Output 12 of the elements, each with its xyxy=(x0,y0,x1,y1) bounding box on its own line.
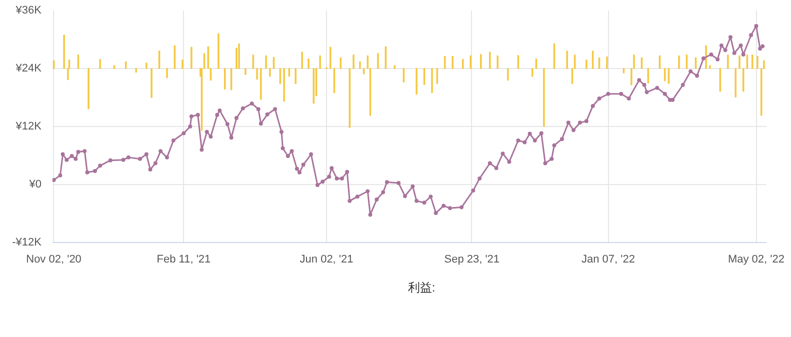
x-tick-label: Jun 02, '21 xyxy=(300,254,354,266)
x-tick-label: Sep 23, '21 xyxy=(444,254,500,266)
y-tick-label: ¥12K xyxy=(14,120,42,132)
x-tick-label: Nov 02, '20 xyxy=(26,254,82,266)
y-tick-label: ¥24K xyxy=(14,62,42,74)
y-tick-label: ¥0 xyxy=(28,178,42,190)
y-tick-label: -¥12K xyxy=(12,236,42,248)
y-tick-label: ¥36K xyxy=(14,4,42,16)
x-tick-label: May 02, '22 xyxy=(728,254,784,266)
x-tick-label: Feb 11, '21 xyxy=(156,254,211,266)
x-tick-label: Jan 07, '22 xyxy=(582,254,636,266)
text: 利益: xyxy=(408,280,436,296)
